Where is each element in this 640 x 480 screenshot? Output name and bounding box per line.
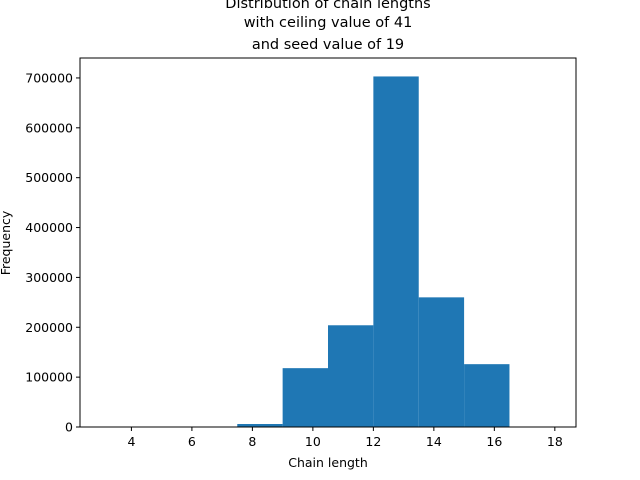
x-tick-label: 8	[248, 434, 256, 449]
y-tick-label: 700000	[25, 70, 73, 85]
y-tick-label: 400000	[25, 220, 73, 235]
title-line-3: and seed value of 19	[252, 37, 404, 53]
histogram-bars	[191, 76, 510, 428]
x-tick-label: 4	[127, 434, 135, 449]
histogram-bar	[464, 364, 510, 427]
x-tick-label: 6	[188, 434, 196, 449]
x-tick-label: 10	[305, 434, 321, 449]
title-line-2: with ceiling value of 41	[244, 15, 413, 31]
y-tick-label: 200000	[25, 320, 73, 335]
y-tick-label: 100000	[25, 370, 73, 385]
x-tick-label: 12	[365, 434, 381, 449]
title-line-1: Distribution of chain lengths	[225, 0, 430, 12]
x-axis-label: Chain length	[288, 455, 368, 470]
y-tick-label: 300000	[25, 270, 73, 285]
histogram-bar	[373, 76, 419, 427]
histogram-bar	[237, 424, 283, 427]
x-axis-ticks: 4 6 8 10 12 14 16 18	[127, 427, 563, 449]
y-axis-ticks: 0 100000 200000 300000 400000 500000 600000 700…	[25, 70, 80, 435]
y-axis-label: Frequency	[0, 210, 13, 275]
chart-title: Distribution of chain lengths with ceili…	[225, 0, 430, 53]
histogram-bar	[282, 368, 328, 427]
plot-area-frame	[79, 57, 577, 428]
y-tick-label: 0	[65, 420, 73, 435]
x-tick-label: 14	[426, 434, 442, 449]
x-tick-label: 16	[486, 434, 502, 449]
y-tick-label: 500000	[25, 170, 73, 185]
x-tick-label: 18	[547, 434, 563, 449]
y-tick-label: 600000	[25, 120, 73, 135]
histogram-bar	[418, 297, 465, 427]
histogram-bar	[328, 325, 374, 427]
